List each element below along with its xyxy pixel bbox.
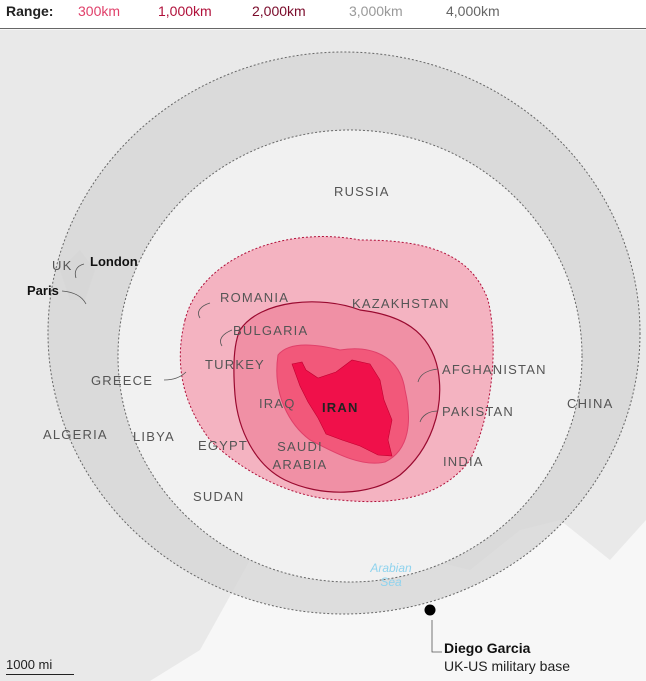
range-map — [0, 29, 646, 681]
scale-label: 1000 mi — [6, 657, 53, 672]
legend-2000km: 2,000km — [252, 3, 306, 19]
label-pakistan: PAKISTAN — [442, 404, 514, 419]
label-turkey: TURKEY — [205, 357, 265, 372]
iran-shape — [291, 359, 393, 457]
label-saudi-arabia: SAUDI ARABIA — [272, 439, 328, 472]
label-egypt: EGYPT — [198, 438, 249, 453]
legend-1000km: 1,000km — [158, 3, 212, 19]
label-kazakhstan: KAZAKHSTAN — [352, 296, 450, 311]
diego-garcia-marker — [424, 604, 436, 616]
label-china: CHINA — [567, 396, 614, 411]
label-bulgaria: BULGARIA — [233, 323, 309, 338]
label-algeria: ALGERIA — [43, 427, 108, 442]
label-sudan: SUDAN — [193, 489, 245, 504]
range-legend: Range: 300km 1,000km 2,000km 3,000km 4,0… — [0, 0, 646, 29]
label-uk: UK — [52, 258, 73, 273]
leader-lines — [61, 263, 442, 653]
label-arabian-sea: Arabian Sea — [370, 561, 412, 589]
scale-bar — [6, 674, 74, 675]
label-russia: RUSSIA — [334, 184, 390, 199]
label-iraq: IRAQ — [259, 396, 296, 411]
label-india: INDIA — [443, 454, 484, 469]
label-iran: IRAN — [322, 400, 359, 415]
legend-3000km: 3,000km — [349, 3, 403, 19]
label-libya: LIBYA — [133, 429, 175, 444]
legend-300km: 300km — [78, 3, 121, 19]
label-afghanistan: AFGHANISTAN — [442, 362, 547, 377]
label-diego-garcia: Diego Garcia — [444, 640, 531, 656]
legend-4000km: 4,000km — [446, 3, 500, 19]
legend-title: Range: — [6, 3, 54, 19]
label-london: London — [90, 254, 138, 269]
label-paris: Paris — [27, 283, 59, 298]
label-greece: GREECE — [91, 373, 154, 388]
label-base-description: UK-US military base — [444, 658, 571, 674]
label-romania: ROMANIA — [220, 290, 290, 305]
